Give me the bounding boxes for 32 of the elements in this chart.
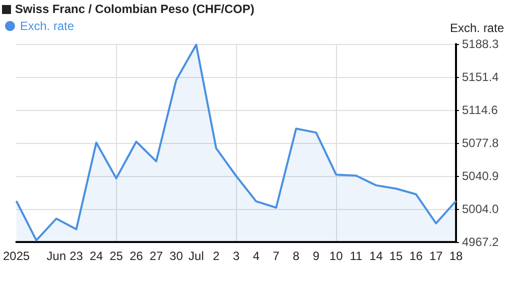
x-tick-label: 11 bbox=[350, 249, 363, 263]
legend-label: Exch. rate bbox=[20, 19, 74, 33]
x-tick-label: 30 bbox=[170, 249, 184, 263]
y-tick-label: 5151.4 bbox=[462, 70, 500, 84]
chart-title: Swiss Franc / Colombian Peso (CHF/COP) bbox=[15, 2, 254, 16]
x-tick-label: 3 bbox=[232, 249, 240, 263]
x-tick-label: 2 bbox=[212, 249, 220, 263]
y-tick-label: 5077.8 bbox=[462, 136, 500, 150]
x-tick-label: 17 bbox=[429, 249, 444, 263]
x-tick-label: Jul bbox=[188, 249, 204, 263]
y-tick-label: 5040.9 bbox=[462, 169, 500, 183]
y-axis-title: Exch. rate bbox=[450, 21, 504, 35]
y-tick-label: 5114.6 bbox=[462, 103, 498, 117]
x-tick-label: 10 bbox=[329, 249, 344, 263]
x-tick-label: Jun bbox=[46, 249, 66, 263]
y-tick-label: 5188.3 bbox=[462, 37, 500, 51]
x-tick-label: 8 bbox=[292, 249, 300, 263]
x-tick-label: 15 bbox=[389, 249, 404, 263]
y-tick-label: 5004.0 bbox=[462, 202, 500, 216]
x-tick-label: 16 bbox=[409, 249, 424, 263]
x-tick-label: 7 bbox=[272, 249, 280, 263]
x-tick-label: 25 bbox=[110, 249, 124, 263]
x-tick-label: 9 bbox=[312, 249, 320, 263]
x-tick-label: 18 bbox=[449, 249, 463, 263]
y-tick-label: 4967.2 bbox=[462, 235, 500, 249]
x-tick-label: 2025 bbox=[2, 249, 30, 263]
x-tick-label: 23 bbox=[70, 249, 84, 263]
x-tick-label: 14 bbox=[369, 249, 384, 263]
x-tick-label: 27 bbox=[150, 249, 164, 263]
x-tick-label: 26 bbox=[130, 249, 144, 263]
x-tick-label: 4 bbox=[252, 249, 260, 263]
x-tick-label: 24 bbox=[90, 249, 104, 263]
